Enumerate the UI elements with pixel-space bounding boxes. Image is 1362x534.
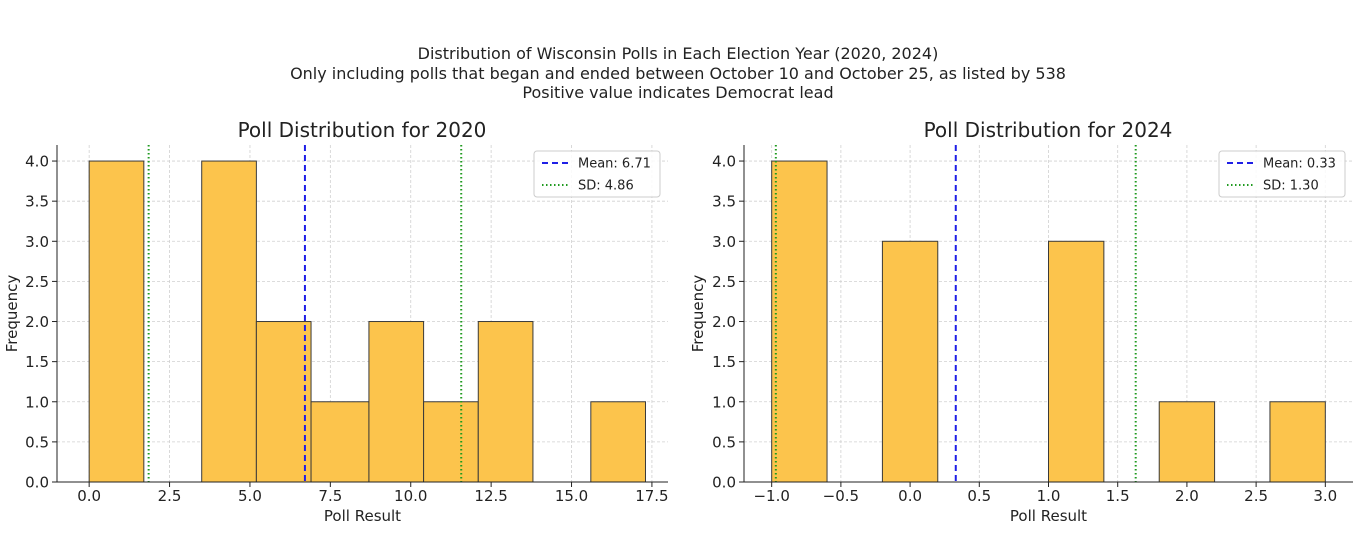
x-tick-label: 5.0 [238,487,262,505]
suptitle-line-3: Positive value indicates Democrat lead [522,83,834,102]
x-tick-label: 0.0 [898,487,922,505]
chart-panel-1: 0.0 0.5 1.0 1.5 2.0 2.5 3.0 3.5 4.0 −1.0 −0.5 0.0 0.… [689,118,1353,525]
y-tick-label: 0.5 [25,433,49,451]
histogram-bar [1269,401,1326,483]
x-tick-label: 0.5 [967,487,991,505]
x-tick-label: 1.0 [1037,487,1061,505]
y-tick-label: 2.0 [712,313,736,331]
figure-suptitle: Distribution of Wisconsin Polls in Each … [0,44,1356,103]
y-tick-label: 4.0 [25,153,49,171]
legend-label: SD: 4.86 [578,179,634,194]
y-tick-label: 0.0 [712,474,736,492]
histogram-bar [771,160,828,483]
y-tick-label: 1.5 [25,353,49,371]
y-axis-label: Frequency [3,275,21,353]
y-tick-label: 1.0 [25,393,49,411]
x-tick-label: 2.0 [1175,487,1199,505]
y-tick-label: 3.5 [25,193,49,211]
histogram-bar [1158,401,1216,483]
x-tick-label: 7.5 [318,487,342,505]
x-tick-label: 17.5 [635,487,668,505]
y-tick-label: 3.5 [712,193,736,211]
y-tick-label: 0.5 [712,433,736,451]
chart-panel-0: 0.0 0.5 1.0 1.5 2.0 2.5 3.0 3.5 4.0 0.0 2.5 5.0 7.5 1… [3,118,669,525]
chart-legend: Mean: 6.71 SD: 4.86 [533,150,661,198]
y-tick-label: 2.5 [25,273,49,291]
chart-title: Poll Distribution for 2024 [924,118,1173,142]
histogram-bar [881,240,939,483]
y-tick-label: 3.0 [25,233,49,251]
histogram-bar [201,160,257,483]
x-tick-label: 15.0 [555,487,588,505]
y-axis-label: Frequency [689,275,707,353]
x-tick-label: 3.0 [1313,487,1337,505]
histogram-bar [310,401,370,483]
chart-legend: Mean: 0.33 SD: 1.30 [1218,150,1346,198]
chart-title: Poll Distribution for 2020 [238,118,487,142]
legend-label: SD: 1.30 [1263,179,1319,194]
y-tick-label: 2.0 [25,313,49,331]
histogram-bar [590,401,646,483]
y-tick-label: 1.5 [712,353,736,371]
suptitle-line-2: Only including polls that began and ende… [290,63,1066,83]
histogram-bar [423,401,479,483]
x-tick-label: −0.5 [823,487,859,505]
legend-label: Mean: 6.71 [578,157,651,172]
histogram-bar [1048,240,1105,483]
x-tick-label: 10.0 [394,487,427,505]
histogram-bar [368,321,425,483]
x-tick-label: 12.5 [474,487,507,505]
x-tick-label: 0.0 [77,487,101,505]
y-tick-label: 1.0 [712,393,736,411]
x-tick-label: −1.0 [753,487,789,505]
suptitle-line-1: Distribution of Wisconsin Polls in Each … [417,44,939,63]
histogram-bar [477,321,534,483]
y-tick-label: 2.5 [712,273,736,291]
x-tick-label: 2.5 [1244,487,1268,505]
legend-label: Mean: 0.33 [1263,157,1336,172]
x-tick-label: 1.5 [1106,487,1130,505]
x-axis-label: Poll Result [1010,507,1087,525]
histogram-bar [88,160,145,483]
y-tick-label: 3.0 [712,233,736,251]
y-tick-label: 0.0 [25,474,49,492]
histogram-bar [255,321,312,483]
x-axis-label: Poll Result [324,507,401,525]
x-tick-label: 2.5 [158,487,182,505]
y-tick-label: 4.0 [712,153,736,171]
